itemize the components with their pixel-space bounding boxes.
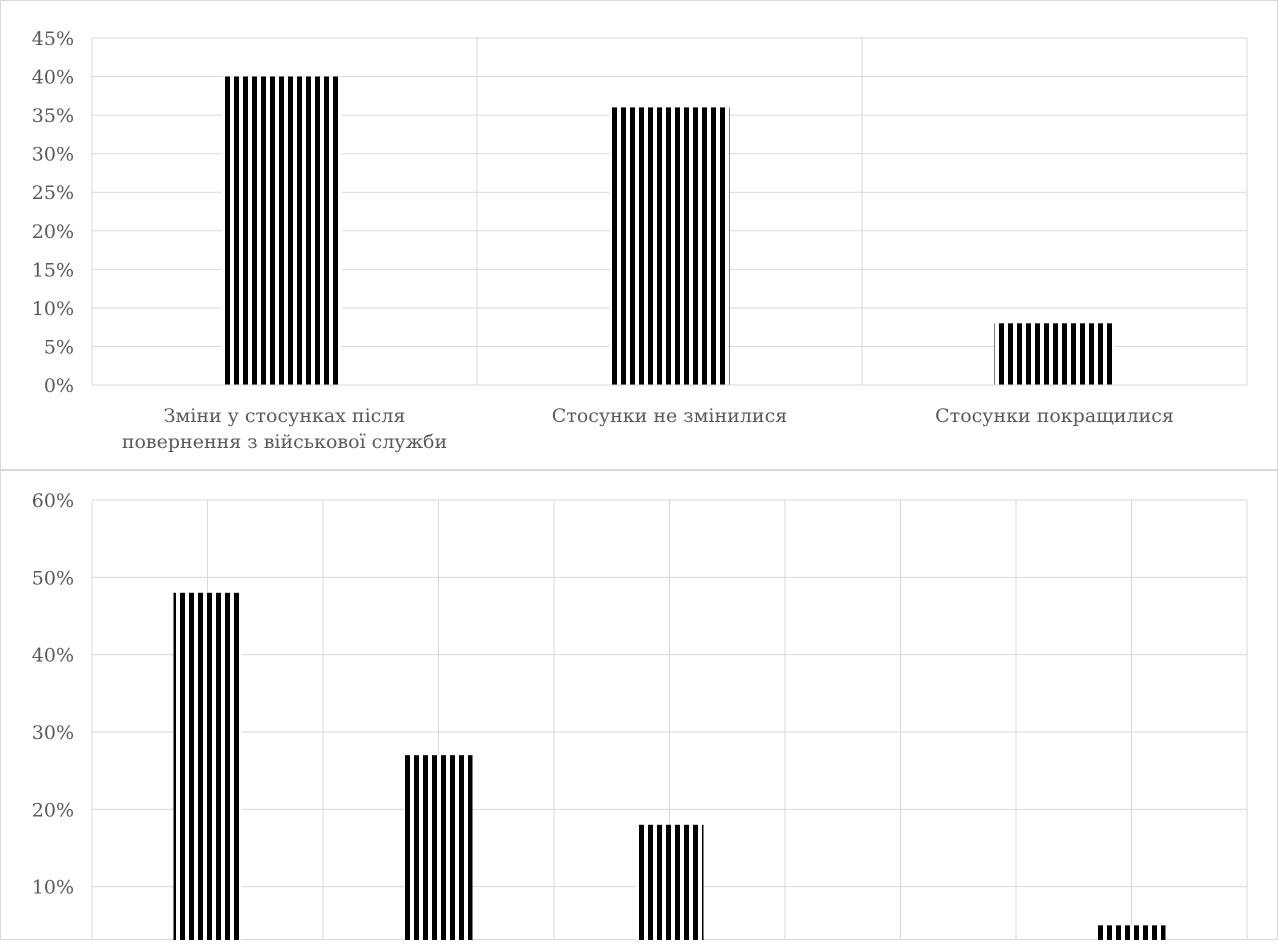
bar	[173, 592, 242, 940]
y-tick-label: 5%	[44, 336, 74, 358]
x-category-label: Зміни у стосунках після	[164, 405, 406, 427]
x-category-label: повернення з військової служби	[122, 431, 447, 453]
bar	[404, 755, 473, 940]
x-category-label: Стосунки не змінилися	[552, 405, 787, 427]
y-tick-label: 35%	[32, 105, 74, 127]
y-tick-label: 30%	[32, 144, 74, 166]
bar	[1097, 925, 1166, 940]
x-category-label: Стосунки покращилися	[935, 405, 1174, 427]
y-tick-label: 10%	[32, 877, 74, 899]
bar	[994, 323, 1115, 385]
y-tick-label: 50%	[32, 567, 74, 589]
y-tick-label: 30%	[32, 722, 74, 744]
bar	[221, 76, 342, 386]
y-tick-label: 45%	[32, 28, 74, 50]
y-tick-label: 10%	[32, 298, 74, 320]
y-tick-label: 40%	[32, 645, 74, 667]
y-tick-label: 20%	[32, 221, 74, 243]
chart-1-svg: 0% 5% 10% 15% 20% 25% 30% 35% 40% 45% Зміни у стос…	[0, 0, 1278, 470]
y-tick-label: 15%	[32, 259, 74, 281]
y-tick-label: 40%	[32, 67, 74, 89]
bar	[609, 107, 730, 386]
y-tick-label: 60%	[32, 490, 74, 512]
chart-2-panel: 0%10%20%30%40%50%60%	[0, 470, 1278, 940]
y-tick-label: 20%	[32, 799, 74, 821]
chart-1-panel: 0% 5% 10% 15% 20% 25% 30% 35% 40% 45% Зміни у стос…	[0, 0, 1278, 470]
y-tick-label: 0%	[44, 375, 74, 397]
y-tick-label: 25%	[32, 182, 74, 204]
chart-2-svg: 0%10%20%30%40%50%60%	[0, 470, 1278, 940]
bar	[635, 824, 704, 940]
